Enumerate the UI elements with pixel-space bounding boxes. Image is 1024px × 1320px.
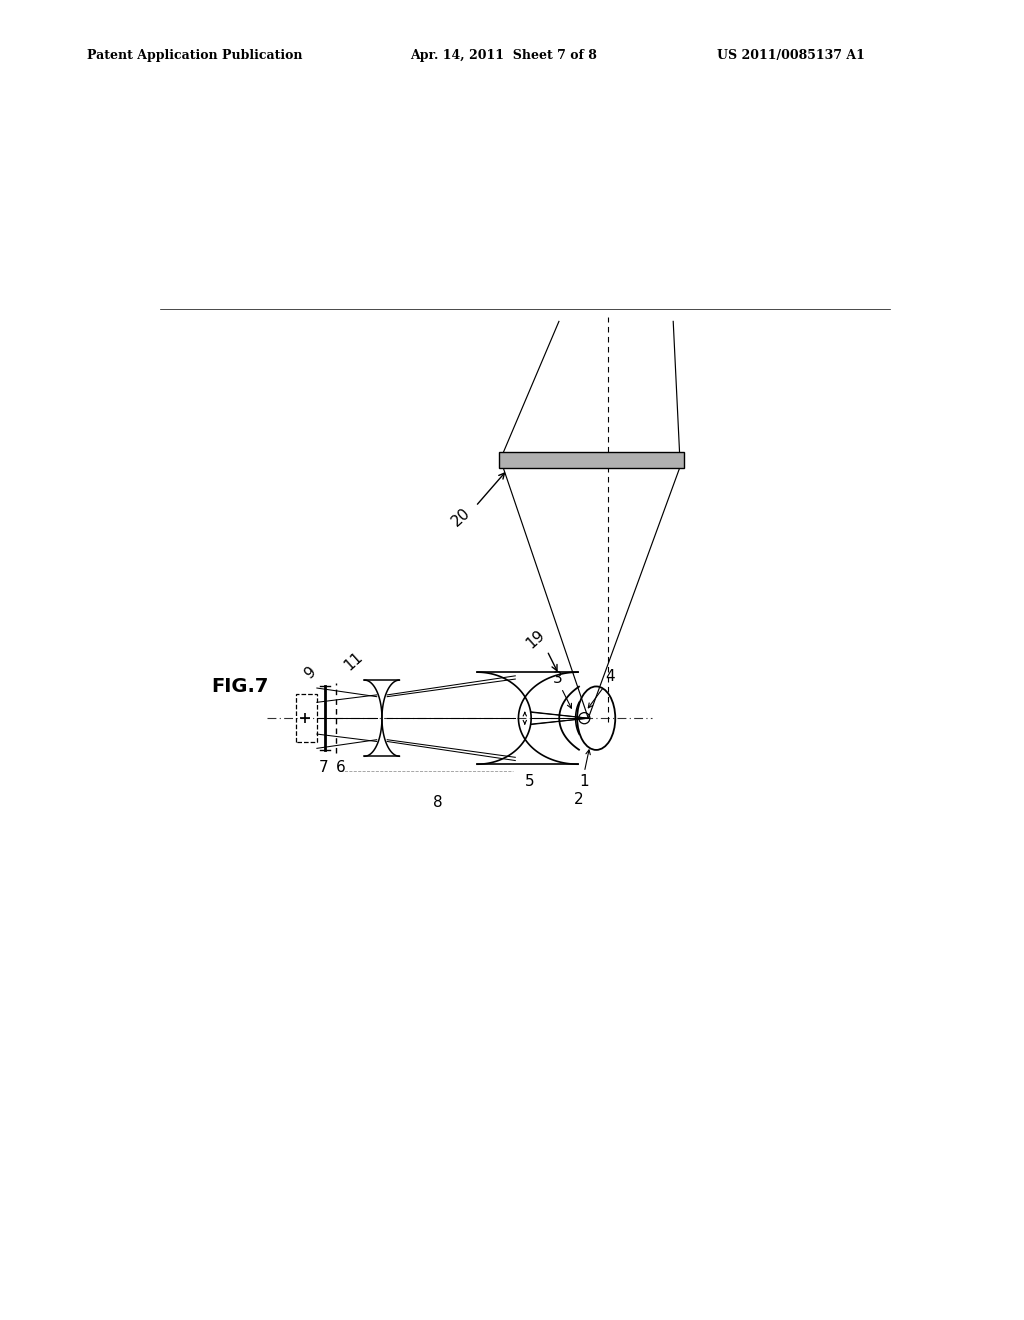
Text: 7: 7 — [318, 760, 328, 775]
Text: US 2011/0085137 A1: US 2011/0085137 A1 — [717, 49, 864, 62]
Text: 19: 19 — [523, 627, 548, 651]
Text: 5: 5 — [524, 774, 535, 789]
Text: 3: 3 — [553, 671, 562, 686]
Text: 20: 20 — [450, 506, 473, 529]
Text: 6: 6 — [336, 760, 345, 775]
Polygon shape — [500, 453, 684, 469]
Text: 4: 4 — [605, 669, 614, 684]
Text: FIG.7: FIG.7 — [211, 677, 268, 696]
Text: Patent Application Publication: Patent Application Publication — [87, 49, 302, 62]
Text: 1: 1 — [580, 774, 589, 789]
Text: 2: 2 — [574, 792, 584, 807]
Text: 8: 8 — [433, 795, 442, 809]
Text: Apr. 14, 2011  Sheet 7 of 8: Apr. 14, 2011 Sheet 7 of 8 — [410, 49, 596, 62]
Text: 11: 11 — [341, 649, 366, 673]
Text: 9: 9 — [302, 664, 319, 681]
